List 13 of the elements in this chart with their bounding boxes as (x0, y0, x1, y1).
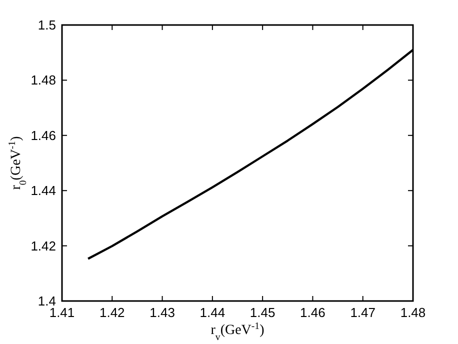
y-tick-label: 1.46 (30, 128, 56, 143)
x-tick-label: 1.45 (250, 305, 276, 320)
x-axis-title: r$_{v}$(GeV$^{-1}$) (210, 320, 265, 342)
x-tick-label: 1.43 (150, 305, 175, 320)
y-tick-label: 1.42 (30, 238, 56, 254)
x-tick-label: 1.42 (99, 305, 125, 320)
y-tick-label: 1.44 (30, 183, 56, 198)
y-tick-label: 1.48 (30, 72, 56, 88)
x-tick-label: 1.48 (400, 305, 426, 320)
x-tick-label: 1.44 (200, 305, 226, 320)
x-tick-label: 1.46 (300, 305, 326, 320)
y-tick-label: 1.5 (38, 18, 56, 32)
x-tick-label: 1.47 (350, 305, 376, 320)
